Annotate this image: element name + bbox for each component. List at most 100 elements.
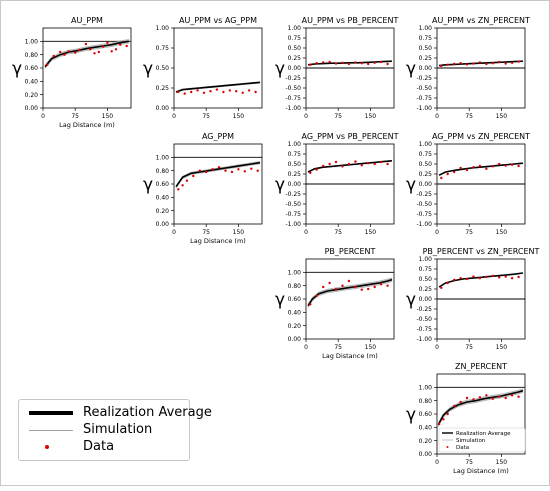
y-tick-label: 1.00 [419, 256, 433, 263]
y-axis-label: γ [143, 175, 153, 195]
x-tick-label: 150 [365, 113, 377, 120]
data-point [478, 164, 482, 168]
y-tick-label: -0.50 [285, 85, 301, 92]
y-tick-label: 0.80 [156, 168, 170, 175]
x-tick-label: 150 [102, 113, 114, 120]
x-tick-label: 0 [435, 344, 439, 351]
x-tick-label: 75 [202, 229, 210, 236]
data-point [485, 394, 488, 397]
y-tick-label: -0.50 [416, 316, 432, 323]
data-point [360, 164, 363, 167]
x-axis-label: Lag Distance (m) [59, 121, 115, 129]
panel-8: PB_PERCENT γ 0.00 0.20 0.40 0.60 0.80 1.00 0 75 15… [275, 247, 395, 360]
y-axis-label: γ [275, 175, 285, 195]
panel-7: AG_PPM vs ZN_PERCENT γ -1.00 -0.75 -0.50 -0.2… [406, 132, 530, 236]
x-tick-label: 0 [304, 344, 308, 351]
x-tick-label: 150 [233, 229, 245, 236]
panel-title: AG_PPM vs PB_PERCENT [302, 132, 399, 141]
data-point [459, 400, 462, 404]
data-point [354, 285, 357, 289]
data-point [504, 396, 507, 400]
y-tick-label: -1.00 [416, 336, 432, 343]
panel-legend-simulation-label: Simulation [456, 438, 486, 444]
data-point [217, 166, 221, 169]
data-point [440, 286, 443, 289]
data-point [211, 168, 214, 171]
data-point [510, 163, 514, 166]
data-point [241, 91, 244, 95]
data-point [367, 162, 370, 165]
y-axis-label: γ [406, 290, 416, 310]
data-point [446, 63, 449, 66]
plot-frame [42, 27, 132, 109]
y-tick-label: 0.75 [288, 151, 302, 158]
y-tick-label: 0.00 [419, 65, 433, 72]
y-tick-label: 0.20 [25, 92, 39, 99]
data-point [373, 285, 376, 289]
data-point [440, 176, 443, 180]
y-tick-label: 0.75 [288, 35, 302, 42]
x-tick-label: 75 [465, 113, 473, 120]
data-point [315, 62, 318, 65]
panel-legend-average-label: Realization Average [456, 431, 511, 437]
data-point [446, 412, 449, 416]
plot-frame [305, 143, 395, 225]
data-point [125, 44, 128, 48]
data-point [185, 179, 189, 182]
y-tick-label: -0.25 [285, 75, 301, 82]
y-tick-label: -1.00 [285, 105, 301, 112]
data-point [453, 170, 456, 174]
y-tick-label: 0.50 [288, 161, 302, 168]
realization-average-line [439, 60, 523, 67]
data-point [465, 277, 469, 281]
x-axis-label: Lag Distance (m) [190, 237, 246, 245]
plot-frame [173, 143, 263, 225]
figure-legend: Realization Average Simulation Data [18, 399, 212, 461]
data-point [354, 61, 357, 64]
y-tick-label: 1.00 [288, 270, 302, 277]
data-point [453, 404, 456, 408]
plot-frame [436, 258, 526, 340]
y-tick-label: 0.80 [288, 283, 302, 290]
data-point [315, 294, 318, 297]
data-point [510, 394, 514, 397]
data-point [517, 395, 520, 398]
y-tick-label: 0.60 [288, 296, 302, 303]
y-tick-label: 0.25 [288, 171, 302, 178]
data-point [215, 88, 219, 91]
panel-legend-box [438, 427, 526, 453]
data-point [328, 162, 331, 166]
data-point [230, 170, 234, 174]
data-point [250, 167, 253, 170]
data-point [67, 50, 71, 53]
legend-item-simulation: Simulation [19, 421, 189, 439]
y-tick-label: 0.60 [419, 411, 433, 418]
data-point [446, 172, 449, 176]
panel-title: AU_PPM vs ZN_PERCENT [432, 16, 530, 25]
data-point [192, 174, 195, 178]
y-tick-label: 0.00 [288, 336, 302, 343]
data-point [498, 276, 501, 279]
panel-legend-data-marker [446, 446, 449, 448]
y-tick-label: -1.00 [285, 221, 301, 228]
y-tick-label: 0.00 [156, 221, 170, 228]
legend-item-average: Realization Average [19, 404, 212, 422]
data-point [373, 162, 376, 166]
x-tick-label: 0 [41, 113, 45, 120]
y-tick-label: 0.25 [419, 171, 433, 178]
data-point [442, 418, 445, 421]
y-tick-label: -0.25 [416, 306, 432, 313]
y-tick-label: -0.75 [285, 95, 301, 102]
data-point [63, 53, 66, 56]
data-point [517, 275, 520, 279]
data-point [202, 91, 206, 95]
data-point [177, 188, 180, 191]
data-point [491, 397, 494, 400]
data-point [243, 170, 246, 173]
y-tick-label: 0.80 [25, 52, 39, 59]
y-tick-label: 0.80 [419, 398, 433, 405]
data-point [510, 61, 514, 64]
data-point [334, 160, 338, 164]
y-tick-label: 1.00 [25, 39, 39, 46]
data-point [485, 62, 488, 66]
